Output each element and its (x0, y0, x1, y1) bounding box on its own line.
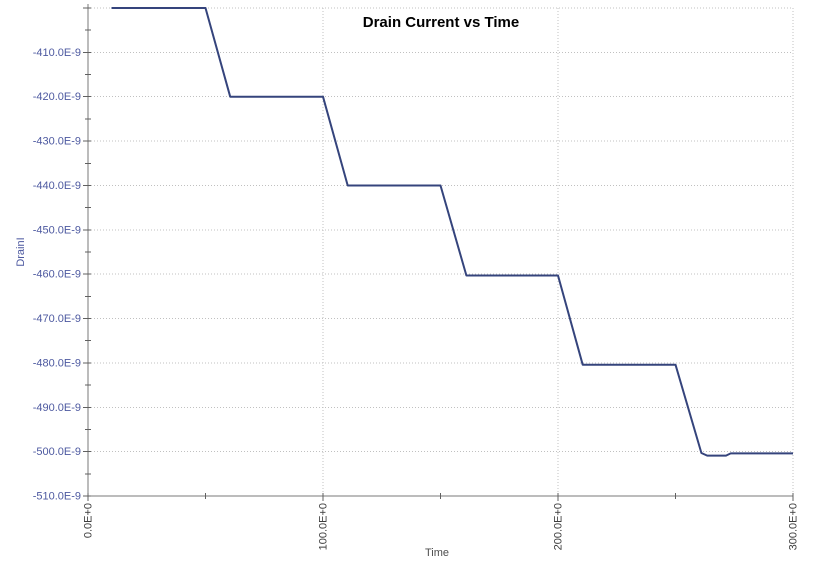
y-tick-label: -440.0E-9 (33, 180, 81, 192)
y-tick-label: -450.0E-9 (33, 224, 81, 236)
y-tick-label: -490.0E-9 (33, 402, 81, 414)
x-axis-label: Time (425, 547, 449, 559)
y-tick-label: -460.0E-9 (33, 269, 81, 281)
gridlines (88, 7, 794, 496)
x-tick-labels: 0.0E+0 100.0E+0 200.0E+0 300.0E+0 (83, 503, 800, 550)
y-tick-labels: -410.0E-9 -420.0E-9 -430.0E-9 -440.0E-9 -450… (33, 47, 81, 503)
tick-marks (83, 7, 794, 501)
y-axis-label: DrainI (15, 237, 27, 266)
y-tick-label: -510.0E-9 (33, 491, 81, 503)
y-tick-label: -480.0E-9 (33, 357, 81, 369)
y-tick-label: -420.0E-9 (33, 91, 81, 103)
x-tick-label: 300.0E+0 (788, 503, 800, 550)
x-tick-label: 0.0E+0 (83, 503, 95, 538)
series-line (111, 7, 793, 457)
x-tick-label: 200.0E+0 (553, 503, 565, 550)
y-tick-label: -410.0E-9 (33, 47, 81, 59)
y-tick-label: -430.0E-9 (33, 136, 81, 148)
axes (87, 4, 793, 497)
y-tick-label: -500.0E-9 (33, 446, 81, 458)
chart-title: Drain Current vs Time (363, 14, 519, 31)
data-series (111, 7, 793, 457)
x-tick-label: 100.0E+0 (318, 503, 330, 550)
y-tick-label: -470.0E-9 (33, 313, 81, 325)
